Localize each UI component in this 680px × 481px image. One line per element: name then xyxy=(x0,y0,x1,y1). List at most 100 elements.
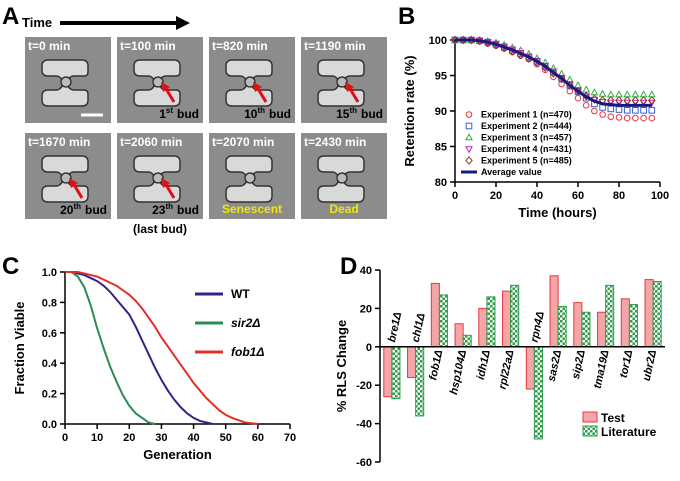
legend-swatch xyxy=(582,425,598,437)
y-tick-label: 100 xyxy=(429,35,447,47)
marker xyxy=(598,89,607,97)
y-tick-label: -20 xyxy=(356,380,372,392)
category-label: rpn4Δ xyxy=(529,310,547,343)
time-arrowhead xyxy=(176,16,190,30)
y-tick-label: -60 xyxy=(356,457,372,469)
cell xyxy=(60,172,72,184)
panel-label: C xyxy=(2,253,19,280)
y-tick-label: 90 xyxy=(435,106,447,118)
bud-word: bud xyxy=(361,107,383,121)
bar xyxy=(581,311,591,348)
marker xyxy=(590,88,599,96)
bar xyxy=(502,290,512,348)
bar xyxy=(415,346,425,417)
series-line xyxy=(65,271,258,425)
legend-label: Literature xyxy=(601,425,657,439)
category-label: sip2Δ xyxy=(570,349,588,380)
y-tick-label: 0.4 xyxy=(42,358,58,370)
bar xyxy=(430,282,440,348)
bar xyxy=(438,294,448,348)
marker xyxy=(591,107,598,115)
y-axis-label: Retention rate (%) xyxy=(402,55,417,166)
bar xyxy=(620,298,630,348)
bar xyxy=(525,346,535,390)
cell xyxy=(244,172,256,184)
tile-time: t=1190 min xyxy=(304,39,366,53)
x-tick-label: 20 xyxy=(490,190,502,202)
bud-suffix: th xyxy=(257,106,265,115)
marker xyxy=(632,114,639,122)
marker xyxy=(465,111,473,118)
bar xyxy=(605,284,615,348)
tile-note: (last bud) xyxy=(133,222,187,236)
bud-word: bud xyxy=(177,107,199,121)
legend-label: WT xyxy=(231,287,250,301)
y-tick-label: 0.0 xyxy=(42,419,57,431)
cell xyxy=(152,172,164,184)
x-tick-label: 0 xyxy=(452,190,458,202)
legend-label: Experiment 5 (n=485) xyxy=(481,156,572,166)
x-tick-label: 100 xyxy=(651,190,669,202)
category-label: hsp104Δ xyxy=(448,349,469,396)
bud-number: 20 xyxy=(60,203,74,217)
bud-number: 10 xyxy=(244,107,258,121)
marker xyxy=(632,106,639,114)
bud-word: bud xyxy=(177,203,199,217)
bar xyxy=(652,281,662,348)
marker xyxy=(615,99,623,107)
bud-label: 10th bud xyxy=(244,106,291,121)
bud-number: 1 xyxy=(159,107,166,121)
x-tick-label: 0 xyxy=(62,432,68,444)
x-axis-label: Time (hours) xyxy=(518,205,597,220)
cell xyxy=(336,172,348,184)
marker xyxy=(640,106,647,114)
y-tick-label: 95 xyxy=(435,71,447,83)
x-axis-label: Generation xyxy=(143,447,212,462)
bar xyxy=(391,346,401,400)
bud-arrowhead xyxy=(161,82,170,92)
bud-suffix: st xyxy=(166,106,173,115)
bud-label: 23th bud xyxy=(152,202,199,217)
bar xyxy=(462,334,472,348)
marker xyxy=(607,105,615,113)
tile-state: Dead xyxy=(329,202,358,216)
marker xyxy=(631,99,640,107)
bar xyxy=(549,275,559,348)
x-tick-label: 30 xyxy=(155,432,167,444)
bar xyxy=(573,302,583,348)
y-tick-label: 20 xyxy=(360,303,372,315)
x-tick-label: 20 xyxy=(123,432,135,444)
bar xyxy=(454,323,464,348)
bud-arrowhead xyxy=(161,178,170,188)
marker xyxy=(640,114,647,122)
category-label: tor1Δ xyxy=(618,349,636,379)
marker xyxy=(557,69,566,77)
panel-label: A xyxy=(2,3,19,30)
bud-word: bud xyxy=(85,203,107,217)
series-line xyxy=(65,271,156,425)
panel-label: B xyxy=(398,3,415,30)
marker xyxy=(582,102,590,109)
x-tick-label: 10 xyxy=(91,432,103,444)
x-tick-label: 40 xyxy=(187,432,199,444)
marker xyxy=(465,156,473,165)
x-tick-label: 50 xyxy=(220,432,232,444)
marker xyxy=(615,106,623,113)
category-label: ubr2Δ xyxy=(641,349,659,382)
legend-label: fob1Δ xyxy=(231,345,264,359)
marker xyxy=(623,106,631,114)
marker xyxy=(639,99,648,107)
bar xyxy=(383,346,393,398)
cell xyxy=(336,76,348,88)
bar xyxy=(510,284,520,348)
marker xyxy=(648,106,656,114)
x-tick-label: 70 xyxy=(284,432,296,444)
bud-arrowhead xyxy=(69,178,78,188)
series-line xyxy=(65,271,214,425)
tile-time: t=2060 min xyxy=(120,135,182,149)
bar xyxy=(533,346,543,440)
marker xyxy=(607,113,615,120)
y-axis-label: % RLS Change xyxy=(334,320,349,412)
legend-label: Experiment 1 (n=470) xyxy=(481,110,572,120)
bud-number: 23 xyxy=(152,203,166,217)
